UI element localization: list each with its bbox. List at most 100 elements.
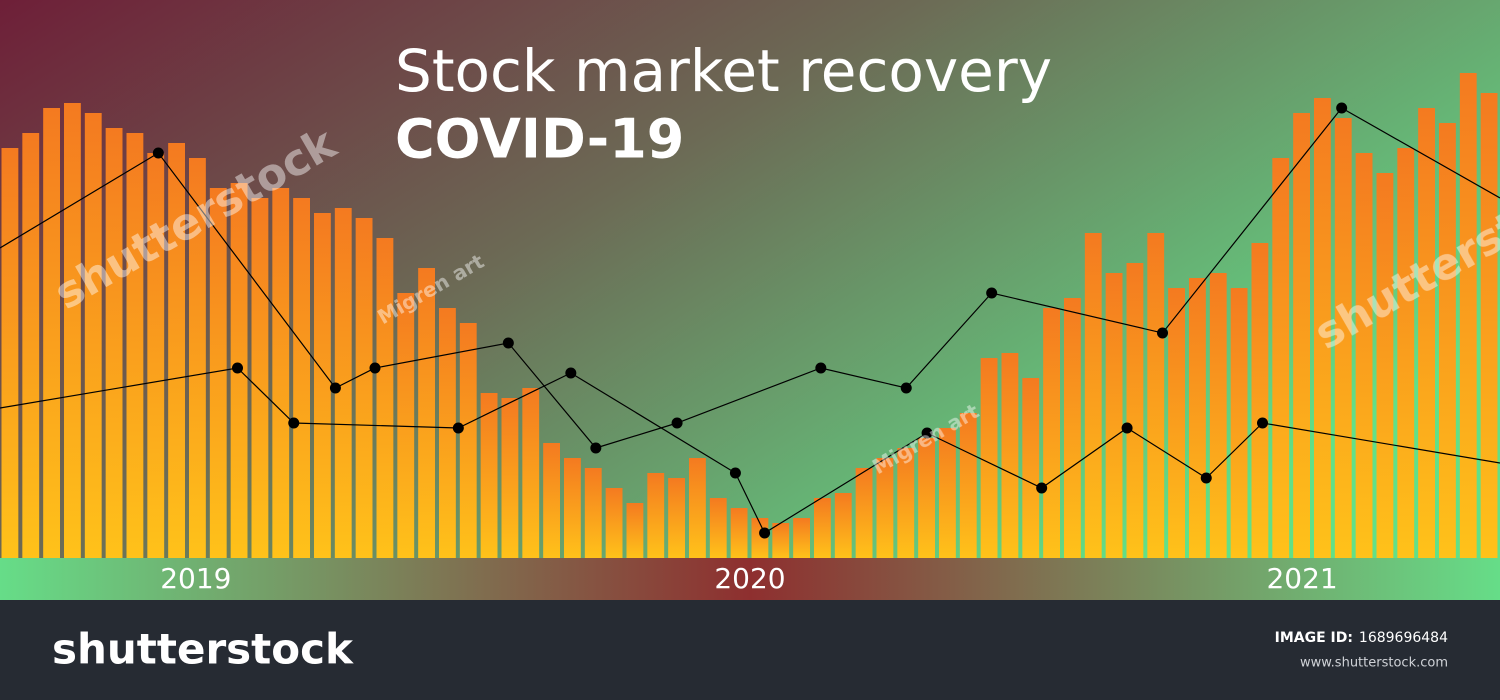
bar — [376, 238, 394, 558]
chart-title: Stock market recovery — [395, 37, 1052, 105]
image-id: 1689696484 — [1359, 630, 1448, 646]
bar — [1230, 288, 1248, 558]
bar — [689, 458, 706, 558]
bar — [43, 108, 60, 558]
line-point — [288, 417, 300, 429]
x-tick-label: 2019 — [160, 562, 231, 595]
bar — [293, 198, 310, 558]
bar — [793, 518, 810, 558]
line-point — [729, 467, 741, 479]
image-id-label: IMAGE ID: — [1275, 630, 1353, 646]
bar — [1168, 288, 1185, 558]
bar — [626, 503, 644, 558]
line-point — [815, 362, 827, 374]
line-point — [565, 367, 577, 379]
line-point — [1257, 417, 1268, 429]
bar — [355, 218, 373, 558]
bar — [1043, 308, 1060, 558]
line-point — [921, 427, 933, 439]
line-point — [671, 417, 683, 429]
bar — [1376, 173, 1394, 558]
bar — [1022, 378, 1040, 558]
bar — [314, 213, 331, 558]
bar — [1480, 93, 1498, 558]
bar — [730, 508, 748, 558]
bar — [1147, 233, 1165, 558]
bar — [1439, 123, 1456, 558]
bar — [522, 388, 540, 558]
bar — [834, 493, 852, 558]
line-point — [759, 527, 771, 539]
line-point — [1121, 422, 1133, 434]
bar — [209, 188, 227, 558]
bar — [126, 133, 144, 558]
bar — [147, 153, 165, 558]
bar — [1334, 118, 1352, 558]
bar — [22, 133, 40, 558]
bar — [105, 128, 123, 558]
bar — [959, 413, 977, 558]
bar — [1293, 113, 1310, 558]
bar — [1459, 73, 1477, 558]
bar — [1272, 158, 1290, 558]
line-point — [1336, 102, 1348, 114]
x-tick-label: 2021 — [1266, 562, 1337, 595]
bar — [480, 393, 498, 558]
line-point — [1036, 482, 1048, 494]
x-tick-label: 2020 — [714, 562, 785, 595]
bar — [772, 523, 790, 558]
bar — [418, 268, 435, 558]
line-point — [1157, 327, 1168, 339]
bar — [980, 358, 998, 558]
line-point — [232, 362, 243, 374]
bar — [564, 458, 581, 558]
bar — [1001, 353, 1019, 558]
bar — [855, 468, 873, 558]
line-point — [502, 337, 514, 349]
line-point — [152, 147, 164, 159]
bar — [918, 438, 935, 558]
bar — [334, 208, 352, 558]
bar — [1251, 243, 1269, 558]
bar — [1126, 263, 1144, 558]
bar — [605, 488, 623, 558]
bar — [709, 498, 727, 558]
line-point — [452, 422, 464, 434]
bar — [272, 188, 290, 558]
bar — [543, 443, 560, 558]
bar — [584, 468, 602, 558]
bar — [647, 473, 665, 558]
line-point — [900, 382, 912, 394]
bar — [1189, 278, 1206, 558]
axis-strip — [0, 558, 1500, 600]
bar — [251, 198, 269, 558]
bar — [1105, 273, 1123, 558]
bar — [64, 103, 81, 558]
bar — [397, 293, 415, 558]
bar — [168, 143, 185, 558]
footer — [0, 600, 1500, 700]
bar — [501, 398, 519, 558]
bar — [1084, 233, 1102, 558]
bar — [439, 308, 456, 558]
footer-logo: shutterstock — [52, 625, 354, 674]
bar — [1397, 148, 1415, 558]
bar — [814, 498, 831, 558]
line-point — [329, 382, 341, 394]
footer-url: www.shutterstock.com — [1300, 656, 1448, 671]
bar — [189, 158, 206, 558]
background — [0, 0, 1500, 560]
bar — [876, 458, 894, 558]
line-point — [590, 442, 602, 454]
bar — [84, 113, 102, 558]
bar — [1355, 153, 1373, 558]
bar — [1209, 273, 1227, 558]
bar — [459, 323, 477, 558]
line-point — [986, 287, 998, 299]
line-point — [369, 362, 381, 374]
chart-subtitle: COVID-19 — [395, 108, 684, 171]
bar — [1314, 98, 1331, 558]
line-point — [1200, 472, 1212, 484]
